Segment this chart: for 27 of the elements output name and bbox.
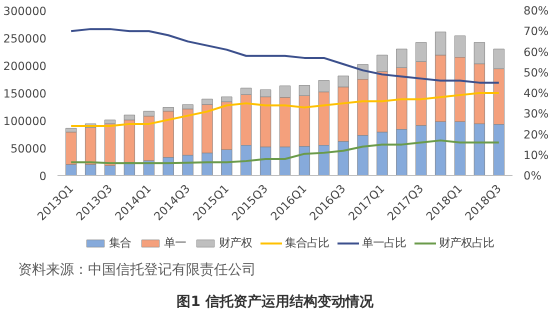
y2-tick-label: 20% bbox=[524, 127, 549, 142]
y2-tick-label: 40% bbox=[524, 86, 549, 100]
text: 资料来源：中国信托登记有限责任公司 bbox=[18, 261, 256, 280]
y2-tick-label: 70% bbox=[524, 24, 549, 38]
line-series bbox=[70, 28, 500, 84]
line-series bbox=[70, 92, 500, 127]
y2-tick-label: 50% bbox=[524, 65, 549, 80]
y-tick-label: 150000 bbox=[3, 86, 47, 100]
y-tick-label: 50000 bbox=[10, 142, 47, 156]
y-tick-label: 250000 bbox=[3, 32, 47, 46]
y-tick-label: 300000 bbox=[3, 4, 47, 18]
legend-label: 单一占比 bbox=[362, 236, 406, 250]
y2-tick-label: 0% bbox=[524, 168, 542, 182]
legend-label: 单一 bbox=[164, 236, 186, 250]
legend-label: 集合占比 bbox=[285, 236, 329, 250]
y-tick-label: 0 bbox=[39, 169, 47, 183]
legend-label: 财产权 bbox=[219, 236, 252, 250]
legend-label: 财产权占比 bbox=[439, 236, 494, 250]
y2-tick-label: 60% bbox=[524, 44, 549, 59]
y2-tick-label: 30% bbox=[524, 106, 549, 121]
text: 图1 信托资产运用结构变动情况 bbox=[176, 292, 374, 312]
y-tick-label: 200000 bbox=[3, 59, 47, 73]
y-tick-label: 100000 bbox=[3, 114, 47, 128]
y2-tick-label: 80% bbox=[524, 4, 549, 18]
y2-tick-label: 10% bbox=[524, 148, 549, 162]
line-series bbox=[70, 139, 500, 164]
legend-label: 集合 bbox=[109, 236, 131, 250]
